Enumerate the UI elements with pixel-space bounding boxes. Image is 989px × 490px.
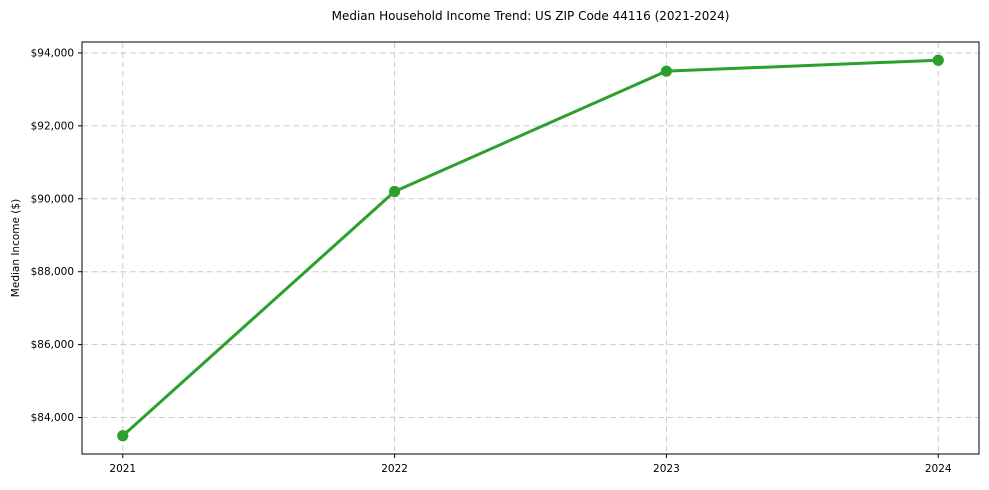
chart-title: Median Household Income Trend: US ZIP Co… xyxy=(331,9,730,23)
income-trend-line xyxy=(121,58,940,438)
data-point-2024 xyxy=(932,54,944,66)
y-tick-label: $88,000 xyxy=(31,266,74,278)
data-point-2023 xyxy=(660,65,673,77)
x-tick-label: 2022 xyxy=(381,463,408,475)
x-tick-label: 2023 xyxy=(653,463,680,475)
x-tick-label: 2021 xyxy=(109,463,136,475)
y-tick-label: $94,000 xyxy=(31,47,74,59)
x-tick-label: 2024 xyxy=(925,463,952,475)
y-tick-label: $90,000 xyxy=(31,193,74,205)
data-point-2022 xyxy=(388,185,401,198)
y-tick-label: $86,000 xyxy=(31,339,74,351)
y-tick-label: $92,000 xyxy=(31,120,74,132)
data-point-2021 xyxy=(117,430,129,442)
y-tick-label: $84,000 xyxy=(31,412,74,424)
axes-border xyxy=(81,41,980,455)
